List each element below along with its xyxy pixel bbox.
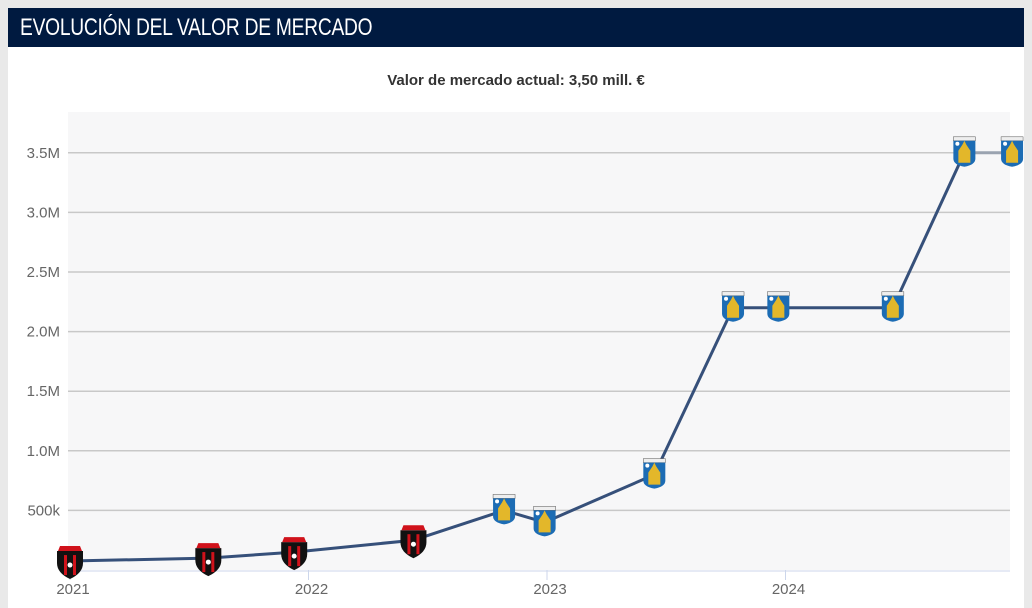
series-line-segment bbox=[891, 152, 966, 309]
x-tick-label: 2024 bbox=[772, 581, 805, 597]
y-tick-label: 1.5M bbox=[27, 383, 60, 400]
data-point-westerlo-crest-icon[interactable] bbox=[643, 458, 666, 489]
y-tick-label: 3.5M bbox=[27, 145, 60, 162]
x-tick-label: 2022 bbox=[295, 581, 328, 597]
y-tick-label: 2.5M bbox=[27, 264, 60, 281]
data-point-westerlo-crest-icon[interactable] bbox=[881, 291, 905, 322]
y-tick-label: 1.0M bbox=[27, 443, 60, 460]
data-point-alajuelense-crest-icon[interactable] bbox=[195, 543, 222, 577]
data-point-westerlo-crest-icon[interactable] bbox=[953, 136, 976, 167]
chart-subtitle: Valor de mercado actual: 3,50 mill. € bbox=[387, 72, 645, 89]
data-point-westerlo-crest-icon[interactable] bbox=[492, 494, 516, 525]
x-tick-label: 2023 bbox=[533, 581, 566, 597]
series-line-segment bbox=[544, 473, 655, 524]
section-title: EVOLUCIÓN DEL VALOR DE MERCADO bbox=[20, 13, 373, 41]
y-tick-label: 500k bbox=[27, 502, 60, 519]
y-tick-label: 3.0M bbox=[27, 204, 60, 221]
data-point-westerlo-crest-icon[interactable] bbox=[1000, 136, 1024, 167]
data-point-alajuelense-crest-icon[interactable] bbox=[400, 525, 427, 559]
y-tick-label: 2.0M bbox=[27, 324, 60, 341]
plot-area bbox=[68, 112, 1010, 570]
data-point-westerlo-crest-icon[interactable] bbox=[721, 291, 745, 322]
series-line-segment bbox=[69, 556, 209, 563]
section-header: EVOLUCIÓN DEL VALOR DE MERCADO bbox=[8, 8, 1024, 47]
data-point-alajuelense-crest-icon[interactable] bbox=[281, 537, 308, 571]
series-line-segment bbox=[208, 550, 295, 560]
x-tick-label: 2021 bbox=[56, 581, 89, 597]
data-point-alajuelense-crest-icon[interactable] bbox=[57, 546, 83, 580]
data-point-westerlo-crest-icon[interactable] bbox=[533, 506, 556, 537]
series-line-segment bbox=[652, 307, 735, 476]
data-point-westerlo-crest-icon[interactable] bbox=[767, 291, 790, 322]
series-line-segment bbox=[294, 538, 414, 554]
series-line-segment bbox=[412, 508, 505, 542]
